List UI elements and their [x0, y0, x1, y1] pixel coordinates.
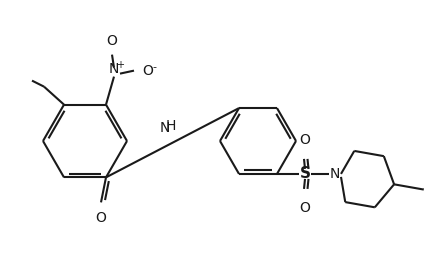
Text: S: S	[299, 166, 310, 181]
Text: O: O	[95, 211, 106, 226]
Text: N: N	[109, 62, 119, 76]
Text: O: O	[106, 34, 117, 48]
Text: O: O	[142, 64, 153, 78]
Text: H: H	[165, 119, 176, 133]
Text: -: -	[152, 62, 156, 72]
Text: N: N	[330, 167, 340, 181]
Text: O: O	[300, 201, 310, 215]
Text: O: O	[300, 133, 310, 147]
Text: +: +	[116, 60, 124, 70]
Text: N: N	[159, 121, 170, 135]
